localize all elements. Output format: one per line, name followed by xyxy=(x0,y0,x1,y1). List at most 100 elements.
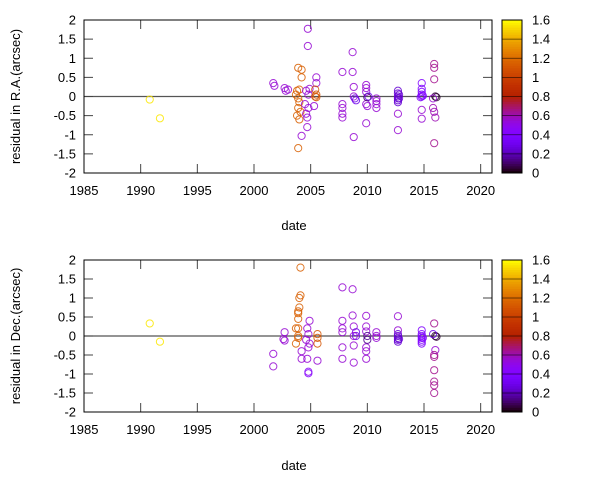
colorbar-tick-label: 0 xyxy=(532,405,539,420)
data-point xyxy=(303,113,312,122)
colorbar-segment xyxy=(502,113,522,117)
data-point xyxy=(297,131,306,140)
colorbar-segment xyxy=(502,106,522,109)
colorbar-segment xyxy=(502,127,522,131)
data-point xyxy=(363,335,372,344)
colorbar-segment xyxy=(502,34,522,38)
colorbar-segment xyxy=(502,156,522,160)
colorbar-segment xyxy=(502,43,522,47)
data-point xyxy=(430,107,439,116)
x-axis-label: date xyxy=(281,218,306,233)
data-point xyxy=(303,354,312,363)
colorbar-segment xyxy=(502,288,522,292)
colorbar-tick-label: 0.2 xyxy=(532,386,550,401)
colorbar-segment xyxy=(502,125,522,129)
data-point xyxy=(362,327,371,336)
colorbar-segment xyxy=(502,378,522,382)
data-point xyxy=(428,94,438,103)
x-tick-label: 2010 xyxy=(353,183,382,198)
data-point xyxy=(364,92,373,101)
colorbar-segment xyxy=(502,108,522,112)
x-tick-label: 1985 xyxy=(70,422,99,437)
data-point xyxy=(304,369,313,378)
data-point xyxy=(280,336,289,345)
data-point xyxy=(417,105,426,114)
colorbar-segment xyxy=(502,163,522,167)
data-point xyxy=(294,314,303,323)
y-axis-label: residual in Dec.(arcsec) xyxy=(8,268,23,405)
data-point xyxy=(338,316,347,325)
colorbar-segment xyxy=(502,41,522,45)
colorbar-segment xyxy=(502,79,522,83)
colorbar-segment xyxy=(502,161,522,164)
data-point xyxy=(348,285,357,294)
colorbar-segment xyxy=(502,352,522,356)
data-point xyxy=(312,79,321,88)
colorbar-segment xyxy=(502,134,522,138)
colorbar-segment xyxy=(502,27,522,31)
data-point xyxy=(311,92,320,101)
colorbar-segment xyxy=(502,84,522,88)
colorbar-segment xyxy=(502,345,522,349)
x-tick-label: 2015 xyxy=(410,422,439,437)
data-point xyxy=(430,63,439,72)
colorbar-segment xyxy=(502,94,522,97)
data-point xyxy=(417,79,426,88)
colorbar-segment xyxy=(502,271,522,275)
y-tick-label: -1 xyxy=(64,367,76,382)
data-point xyxy=(348,48,357,57)
data-point xyxy=(305,316,314,325)
colorbar-segment xyxy=(502,77,522,81)
colorbar-tick-label: 0.8 xyxy=(532,89,550,104)
colorbar-segment xyxy=(502,118,522,121)
colorbar-segment xyxy=(502,374,522,377)
colorbar: 0 0.2 0.4 0.6 0.8 1 1.2 1.4 1.6 xyxy=(501,13,550,181)
data-point xyxy=(362,83,371,93)
colorbar-segment xyxy=(502,383,522,387)
colorbar-segment xyxy=(502,170,522,174)
data-point xyxy=(431,113,440,122)
data-point xyxy=(304,343,313,352)
colorbar-segment xyxy=(502,60,522,64)
colorbar-tick-label: 0.6 xyxy=(532,108,550,123)
y-axis-label: residual in R.A.(arcsec) xyxy=(8,29,23,164)
data-point xyxy=(304,103,313,113)
colorbar-segment xyxy=(502,393,522,396)
plot-frame xyxy=(83,19,493,174)
data-point xyxy=(312,93,321,102)
data-point xyxy=(303,324,312,333)
colorbar-segment xyxy=(502,72,522,76)
data-point xyxy=(362,354,371,363)
colorbar-segment xyxy=(502,312,522,316)
x-tick-label: 1990 xyxy=(126,422,155,437)
data-point xyxy=(350,94,359,103)
data-point xyxy=(338,343,347,352)
data-point xyxy=(430,75,439,84)
data-point xyxy=(363,93,372,102)
colorbar-segment xyxy=(502,407,522,411)
colorbar-segment xyxy=(502,110,522,114)
colorbar-tick-label: 0.6 xyxy=(532,348,550,363)
colorbar-segment xyxy=(502,65,522,69)
data-point xyxy=(349,82,358,92)
colorbar-segment xyxy=(502,371,522,375)
data-point xyxy=(295,303,304,312)
x-tick-label: 1995 xyxy=(183,422,212,437)
colorbar-segment xyxy=(502,364,522,368)
data-point xyxy=(418,91,427,100)
colorbar-segment xyxy=(502,20,522,23)
colorbar-segment xyxy=(502,333,522,337)
x-tick-label: 1990 xyxy=(126,183,155,198)
x-tick-label: 2015 xyxy=(410,183,439,198)
colorbar-segment xyxy=(502,46,522,50)
data-point xyxy=(372,103,381,113)
data-point xyxy=(313,330,322,339)
panel-1: -2 -1.5 -1 -0.5 0 0.5 1 1.5 2 1985 1990 1995 2000 200… xyxy=(8,13,550,234)
colorbar-segment xyxy=(502,91,522,95)
colorbar-segment xyxy=(502,67,522,71)
data-point xyxy=(362,119,371,128)
colorbar-segment xyxy=(502,70,522,74)
colorbar-segment xyxy=(502,328,522,332)
data-point xyxy=(338,324,347,333)
